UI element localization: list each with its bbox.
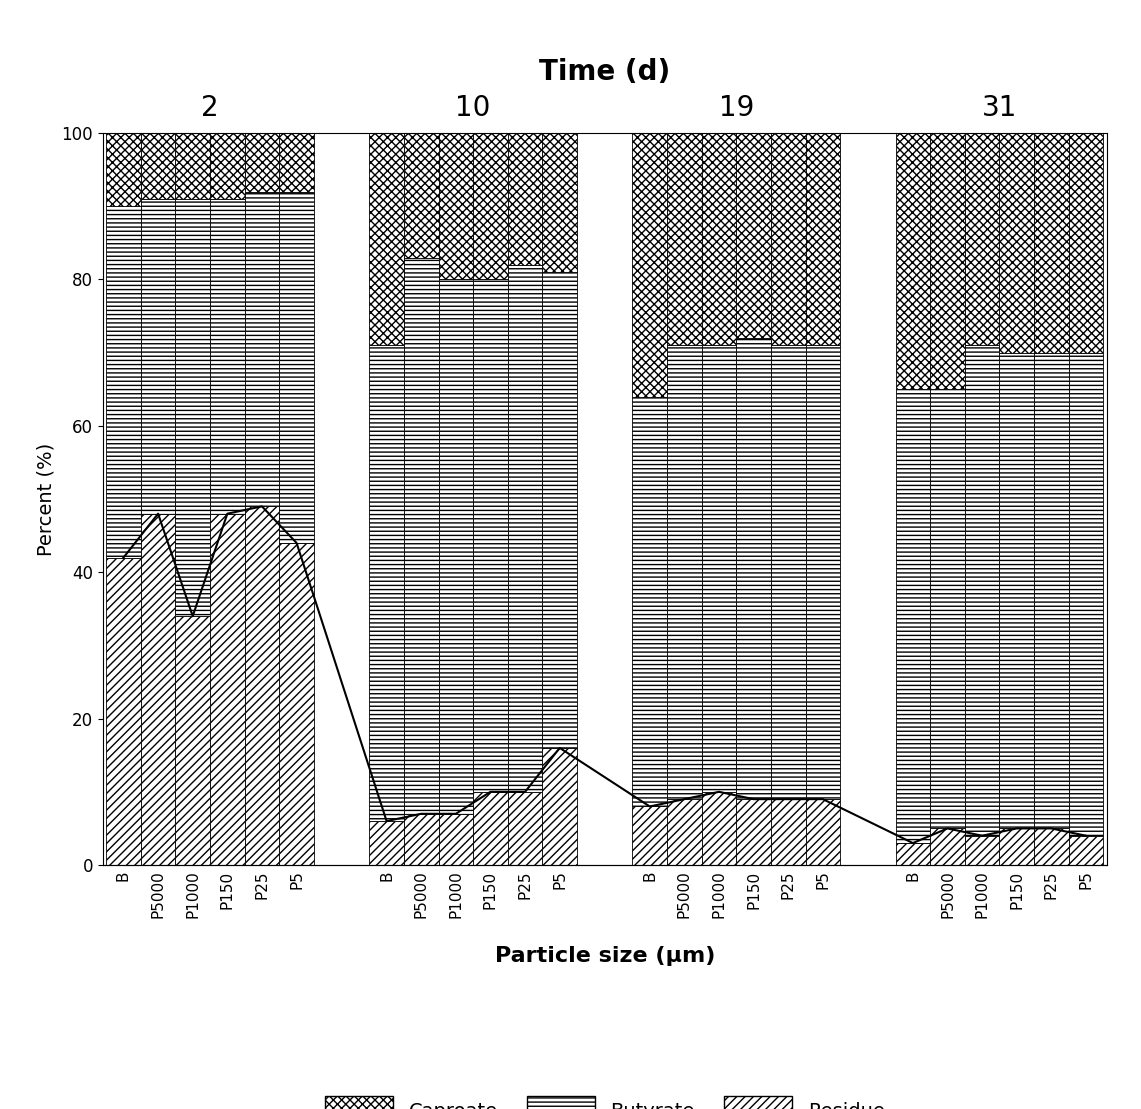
Bar [210, 133, 244, 199]
Legend: Caproate, Butyrate, Residue: Caproate, Butyrate, Residue [317, 1088, 892, 1109]
Bar [965, 345, 1000, 836]
Bar [438, 279, 474, 814]
Bar [508, 792, 542, 865]
Bar [244, 192, 280, 507]
Bar [771, 800, 806, 865]
Bar [1034, 828, 1069, 865]
Bar [474, 279, 508, 792]
Bar [702, 345, 736, 792]
Bar [404, 257, 438, 814]
Bar [632, 133, 667, 397]
Bar [667, 133, 702, 345]
Bar [702, 792, 736, 865]
Bar [370, 345, 404, 821]
Bar [404, 814, 438, 865]
Bar [508, 133, 542, 265]
Bar [404, 133, 438, 257]
X-axis label: Time (d): Time (d) [539, 58, 671, 87]
Bar [542, 272, 577, 747]
Bar [632, 397, 667, 806]
Bar [370, 133, 404, 345]
Bar [474, 792, 508, 865]
Bar [896, 389, 930, 843]
Bar [176, 617, 210, 865]
Bar [632, 806, 667, 865]
Bar [106, 133, 140, 206]
Bar [140, 513, 176, 865]
Bar [280, 192, 314, 543]
Bar [667, 345, 702, 800]
Bar [370, 821, 404, 865]
Bar [1000, 133, 1034, 353]
Bar [930, 389, 965, 828]
Bar [1034, 353, 1069, 828]
Bar [438, 814, 474, 865]
Bar [771, 345, 806, 800]
Bar [771, 133, 806, 345]
Bar [896, 843, 930, 865]
Bar [806, 133, 840, 345]
X-axis label: Particle size (μm): Particle size (μm) [494, 946, 715, 966]
Bar [736, 800, 771, 865]
Bar [736, 338, 771, 800]
Bar [176, 199, 210, 617]
Bar [1069, 836, 1103, 865]
Y-axis label: Percent (%): Percent (%) [37, 442, 56, 556]
Bar [140, 199, 176, 513]
Bar [438, 133, 474, 279]
Bar [176, 133, 210, 199]
Bar [806, 345, 840, 800]
Bar [508, 265, 542, 792]
Bar [930, 133, 965, 389]
Bar [106, 558, 140, 865]
Bar [210, 513, 244, 865]
Bar [1034, 133, 1069, 353]
Bar [474, 133, 508, 279]
Bar [965, 836, 1000, 865]
Bar [965, 133, 1000, 345]
Bar [702, 133, 736, 345]
Bar [1000, 828, 1034, 865]
Bar [806, 800, 840, 865]
Bar [542, 747, 577, 865]
Bar [280, 133, 314, 192]
Bar [542, 133, 577, 272]
Bar [280, 543, 314, 865]
Bar [667, 800, 702, 865]
Bar [1069, 353, 1103, 836]
Bar [736, 133, 771, 338]
Bar [140, 133, 176, 199]
Bar [244, 133, 280, 192]
Bar [210, 199, 244, 513]
Bar [896, 133, 930, 389]
Bar [244, 507, 280, 865]
Bar [106, 206, 140, 558]
Bar [930, 828, 965, 865]
Bar [1000, 353, 1034, 828]
Bar [1069, 133, 1103, 353]
